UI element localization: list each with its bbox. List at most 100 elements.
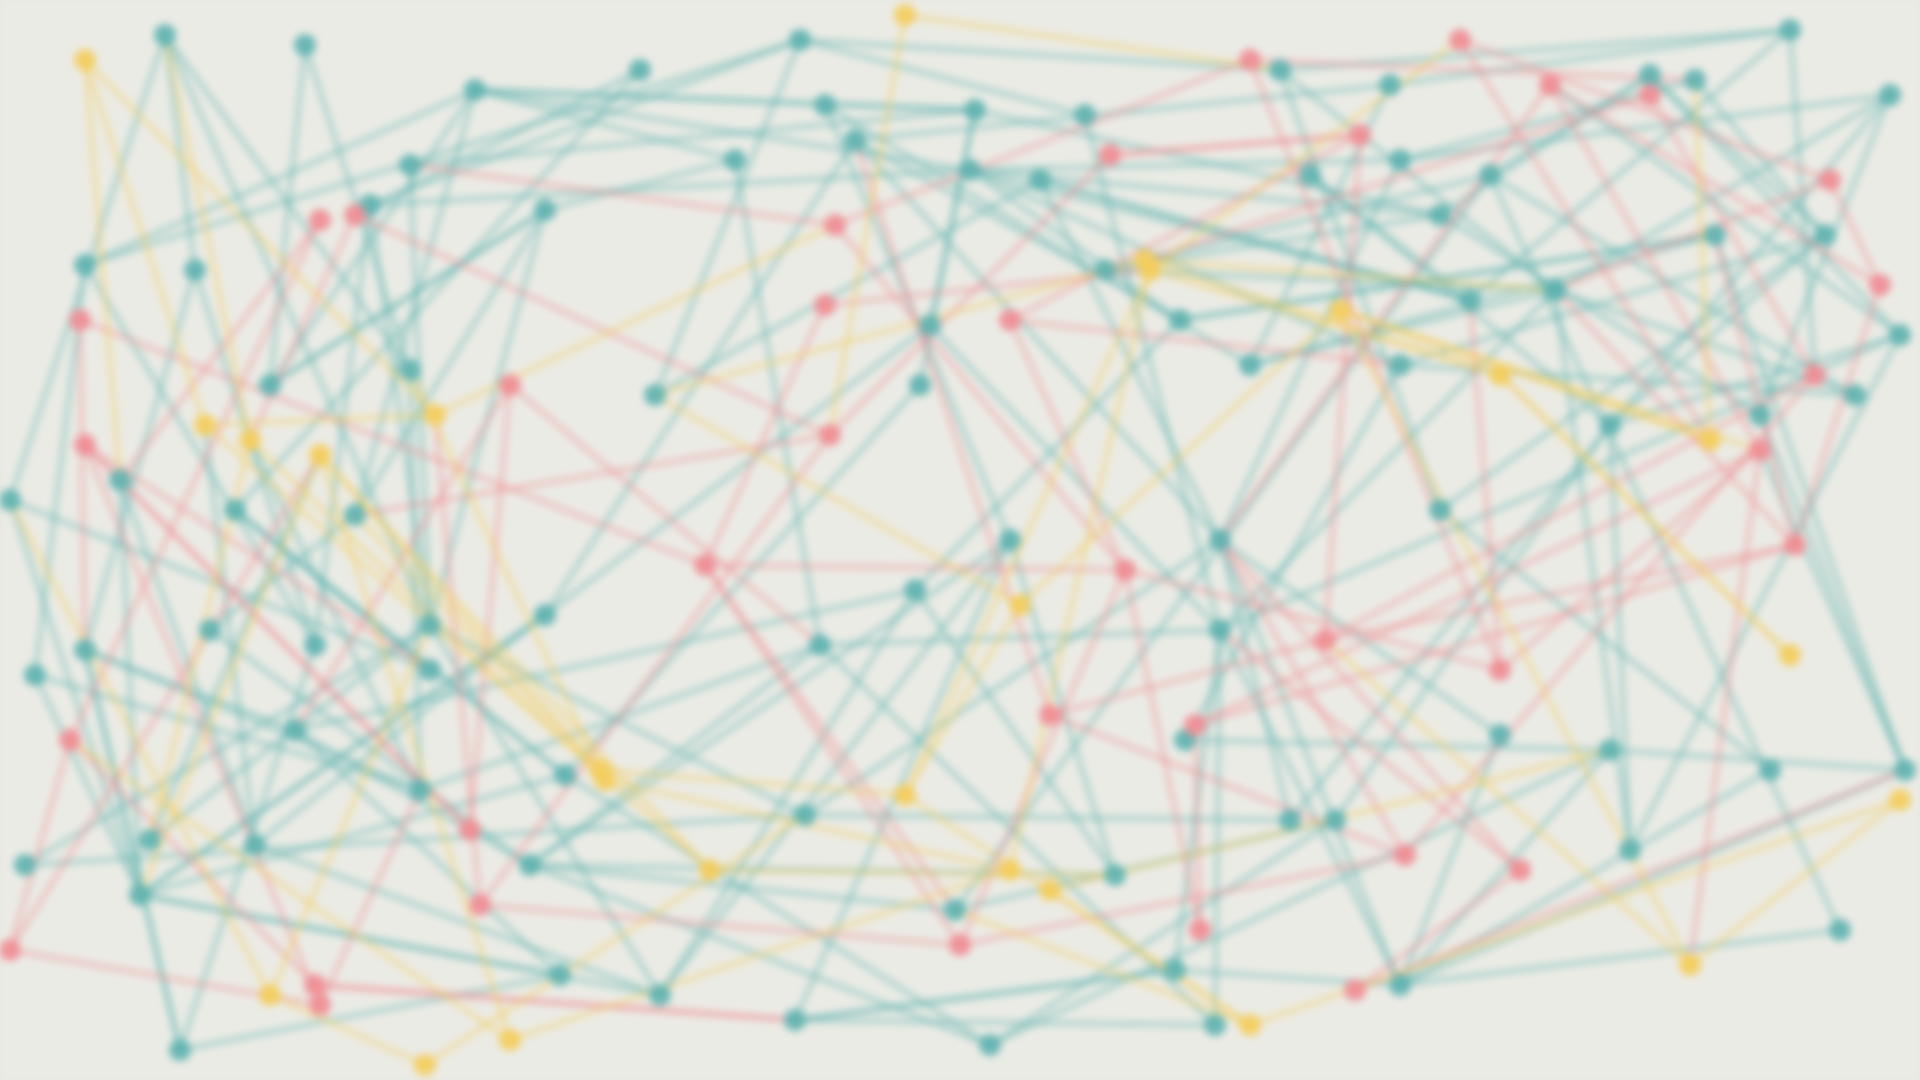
graph-edge xyxy=(792,967,1178,1023)
graph-edge xyxy=(82,57,438,418)
graph-edge xyxy=(352,207,548,518)
graph-edge xyxy=(902,602,1023,798)
graph-node-teal xyxy=(1489,724,1511,746)
graph-edge xyxy=(562,772,993,1048)
graph-edge xyxy=(1107,132,1363,158)
graph-node-teal xyxy=(259,374,281,396)
graph-node-teal xyxy=(1269,59,1291,81)
graph-edge xyxy=(1277,67,1558,293)
graph-edge xyxy=(407,162,433,628)
graph-edge xyxy=(1547,82,1763,453)
graph-node-teal xyxy=(244,834,266,856)
graph-node-teal xyxy=(1779,19,1801,41)
graph-edge xyxy=(1457,37,1833,183)
graph-edge xyxy=(652,257,1148,398)
graph-edge xyxy=(1007,317,1403,368)
graph-node-teal xyxy=(1029,169,1051,191)
graph-node-teal xyxy=(904,579,926,601)
graph-node-teal xyxy=(199,619,221,641)
graph-edge xyxy=(427,622,663,998)
graph-node-teal xyxy=(959,159,981,181)
graph-edge xyxy=(1647,72,1903,338)
graph-node-red xyxy=(1349,124,1371,146)
graph-edge xyxy=(1692,77,1713,443)
graph-edge xyxy=(927,322,1223,633)
graph-edge xyxy=(1247,287,1558,368)
graph-edge xyxy=(1177,232,1718,323)
graph-node-teal xyxy=(0,489,21,511)
graph-edge xyxy=(247,437,423,793)
graph-edge xyxy=(1217,82,1553,543)
graph-node-red xyxy=(69,309,91,331)
graph-node-teal xyxy=(644,384,666,406)
graph-edge xyxy=(252,842,663,998)
graph-edge xyxy=(407,162,838,228)
graph-edge xyxy=(352,67,643,218)
graph-node-yellow xyxy=(424,404,446,426)
graph-node-red xyxy=(1314,629,1336,651)
graph-edge xyxy=(1437,232,1828,513)
graph-node-teal xyxy=(1814,224,1836,246)
graph-edge xyxy=(1142,257,1558,293)
graph-edge xyxy=(1647,72,1828,238)
graph-edge xyxy=(1192,722,1203,933)
graph-edge xyxy=(1102,212,1443,273)
graph-edge xyxy=(927,107,978,328)
graph-node-teal xyxy=(1684,69,1706,91)
graph-node-red xyxy=(1639,84,1661,106)
graph-edge xyxy=(1322,372,1818,643)
graph-edge xyxy=(137,892,563,978)
graph-edge xyxy=(22,812,808,868)
graph-edge xyxy=(1352,867,1523,993)
graph-edge xyxy=(1037,177,1473,303)
graph-edge xyxy=(507,382,823,648)
graph-node-teal xyxy=(1104,864,1126,886)
graph-edge xyxy=(247,437,608,783)
graph-node-red xyxy=(74,434,96,456)
graph-edge xyxy=(77,317,88,653)
graph-node-yellow xyxy=(1679,954,1701,976)
graph-edge xyxy=(162,32,413,373)
graph-edge xyxy=(657,587,918,998)
graph-edge xyxy=(267,207,548,388)
graph-edge xyxy=(652,37,803,398)
graph-node-teal xyxy=(519,854,541,876)
graph-node-teal xyxy=(399,359,421,381)
graph-node-teal xyxy=(1479,164,1501,186)
graph-edge xyxy=(292,587,918,733)
graph-edge xyxy=(822,102,1013,543)
graph-node-teal xyxy=(794,804,816,826)
graph-edge xyxy=(472,87,978,113)
graph-edge xyxy=(1552,177,1833,293)
graph-node-teal xyxy=(1239,354,1261,376)
graph-node-red xyxy=(1489,659,1511,681)
graph-edge xyxy=(1552,287,1798,548)
graph-edge xyxy=(1217,537,1503,738)
graph-edge xyxy=(427,622,808,818)
graph-edge xyxy=(597,767,908,798)
graph-node-teal xyxy=(979,1034,1001,1056)
graph-edge xyxy=(352,512,603,773)
graph-edge xyxy=(1627,332,1903,853)
graph-edge xyxy=(82,57,123,483)
graph-edge xyxy=(1322,542,1798,643)
graph-node-yellow xyxy=(1889,789,1911,811)
graph-edge xyxy=(162,32,198,273)
graph-edge xyxy=(1457,37,1713,443)
graph-edge xyxy=(427,207,548,628)
graph-edge xyxy=(952,817,1338,913)
graph-edge xyxy=(1607,422,1633,853)
graph-edge xyxy=(817,642,1218,1028)
graph-edge xyxy=(1147,37,1463,273)
graph-edge xyxy=(352,432,833,518)
graph-node-teal xyxy=(1279,809,1301,831)
graph-edge xyxy=(367,37,803,208)
graph-edge xyxy=(1007,317,1128,573)
graph-node-yellow xyxy=(1139,259,1161,281)
graph-edge xyxy=(202,412,438,428)
graph-edge xyxy=(1122,567,1203,933)
graph-edge xyxy=(827,152,1113,438)
graph-node-yellow xyxy=(894,4,916,26)
graph-node-teal xyxy=(1759,759,1781,781)
